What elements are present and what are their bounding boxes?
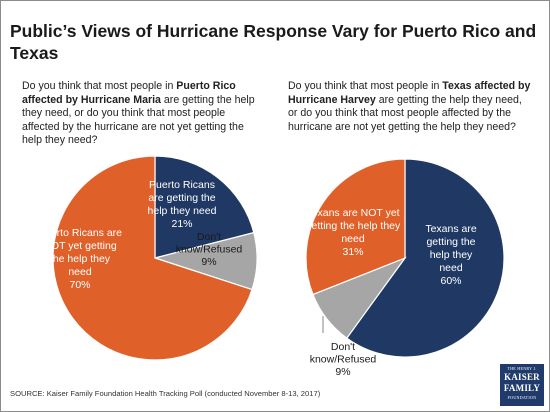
chart-title: Public’s Views of Hurricane Response Var… <box>10 21 537 63</box>
pie-1-label-1: Don't know/Refused 9% <box>310 341 377 378</box>
pie-1-label-1-line-0: Don't <box>331 341 355 353</box>
question-right-pre: Do you think that most people in <box>288 80 443 92</box>
pie-0-label-0-line-1: are getting the <box>148 192 215 204</box>
pie-0-label-0-line-2: help they need <box>148 205 217 217</box>
pie-0-label-0: Puerto Ricans are getting the help they ne… <box>148 179 217 230</box>
pie-0-label-2-line-1: NOT yet getting <box>43 240 117 252</box>
pie-0-label-2-line-4: 70% <box>69 279 90 291</box>
question-right-bold: Texas affected by Hurricane Harvey <box>288 80 531 106</box>
pie-1-label-2: Texans are NOT yet getting the help they n… <box>306 207 401 258</box>
pie-1-slice-2 <box>305 158 406 296</box>
pie-1-label-0: Texans are getting the help they need 60% <box>425 223 477 287</box>
pie-0-label-1: Don't know/Refused 9% <box>176 231 243 268</box>
logo-line-2: FAMILY <box>503 383 541 393</box>
pie-1-label-2-line-3: 31% <box>342 246 363 258</box>
pie-1-label-2-line-1: getting the help they <box>306 220 401 232</box>
pie-0-label-1-line-0: Don't <box>197 231 221 243</box>
pie-0-label-2-line-2: the help they <box>50 253 111 265</box>
question-left-post: are getting the help they need, or do yo… <box>22 93 255 147</box>
pie-0-label-2-line-0: Puerto Ricans are <box>38 227 122 239</box>
pie-1-label-1-line-1: know/Refused <box>310 354 377 366</box>
pie-0-slice-2 <box>52 155 253 361</box>
pie-1-label-0-line-4: 60% <box>440 275 461 287</box>
question-puerto-rico: Do you think that most people in Puerto … <box>22 80 262 148</box>
logo-line-3: FOUNDATION <box>507 395 537 400</box>
pie-0-slice-0 <box>154 155 255 259</box>
logo-line-1: KAISER <box>504 372 540 382</box>
pie-1-label-0-line-3: need <box>439 262 463 274</box>
logo-line-0: THE HENRY J. <box>507 366 537 371</box>
question-left-bold: Puerto Rico affected by Hurricane Maria <box>22 80 236 106</box>
kff-logo: THE HENRY J. KAISER FAMILY FOUNDATION <box>500 364 544 406</box>
question-right-post: are getting the help they need, or do yo… <box>288 93 522 133</box>
pie-1-slice-0 <box>345 158 505 358</box>
pie-0-label-0-line-3: 21% <box>171 218 192 230</box>
pie-0-label-2: Puerto Ricans are NOT yet getting the help… <box>38 227 122 291</box>
pie-0-label-1-line-2: 9% <box>201 256 216 268</box>
pie-0-label-2-line-3: need <box>68 266 92 278</box>
pie-0-label-0-line-0: Puerto Ricans <box>149 179 215 191</box>
pie-1-label-2-line-2: need <box>341 233 365 245</box>
source-note: SOURCE: Kaiser Family Foundation Health … <box>10 389 321 398</box>
pie-1-label-0-line-2: help they <box>430 249 473 261</box>
pie-1-label-2-line-0: Texans are NOT yet <box>306 207 399 219</box>
pie-1-label-0-line-1: getting the <box>426 236 475 248</box>
question-left-pre: Do you think that most people in <box>22 80 177 92</box>
question-texas: Do you think that most people in Texas a… <box>288 80 533 134</box>
pie-1-label-0-line-0: Texans are <box>425 223 477 235</box>
pie-0-label-1-line-1: know/Refused <box>176 244 243 256</box>
pie-1-label-1-line-2: 9% <box>335 366 350 378</box>
